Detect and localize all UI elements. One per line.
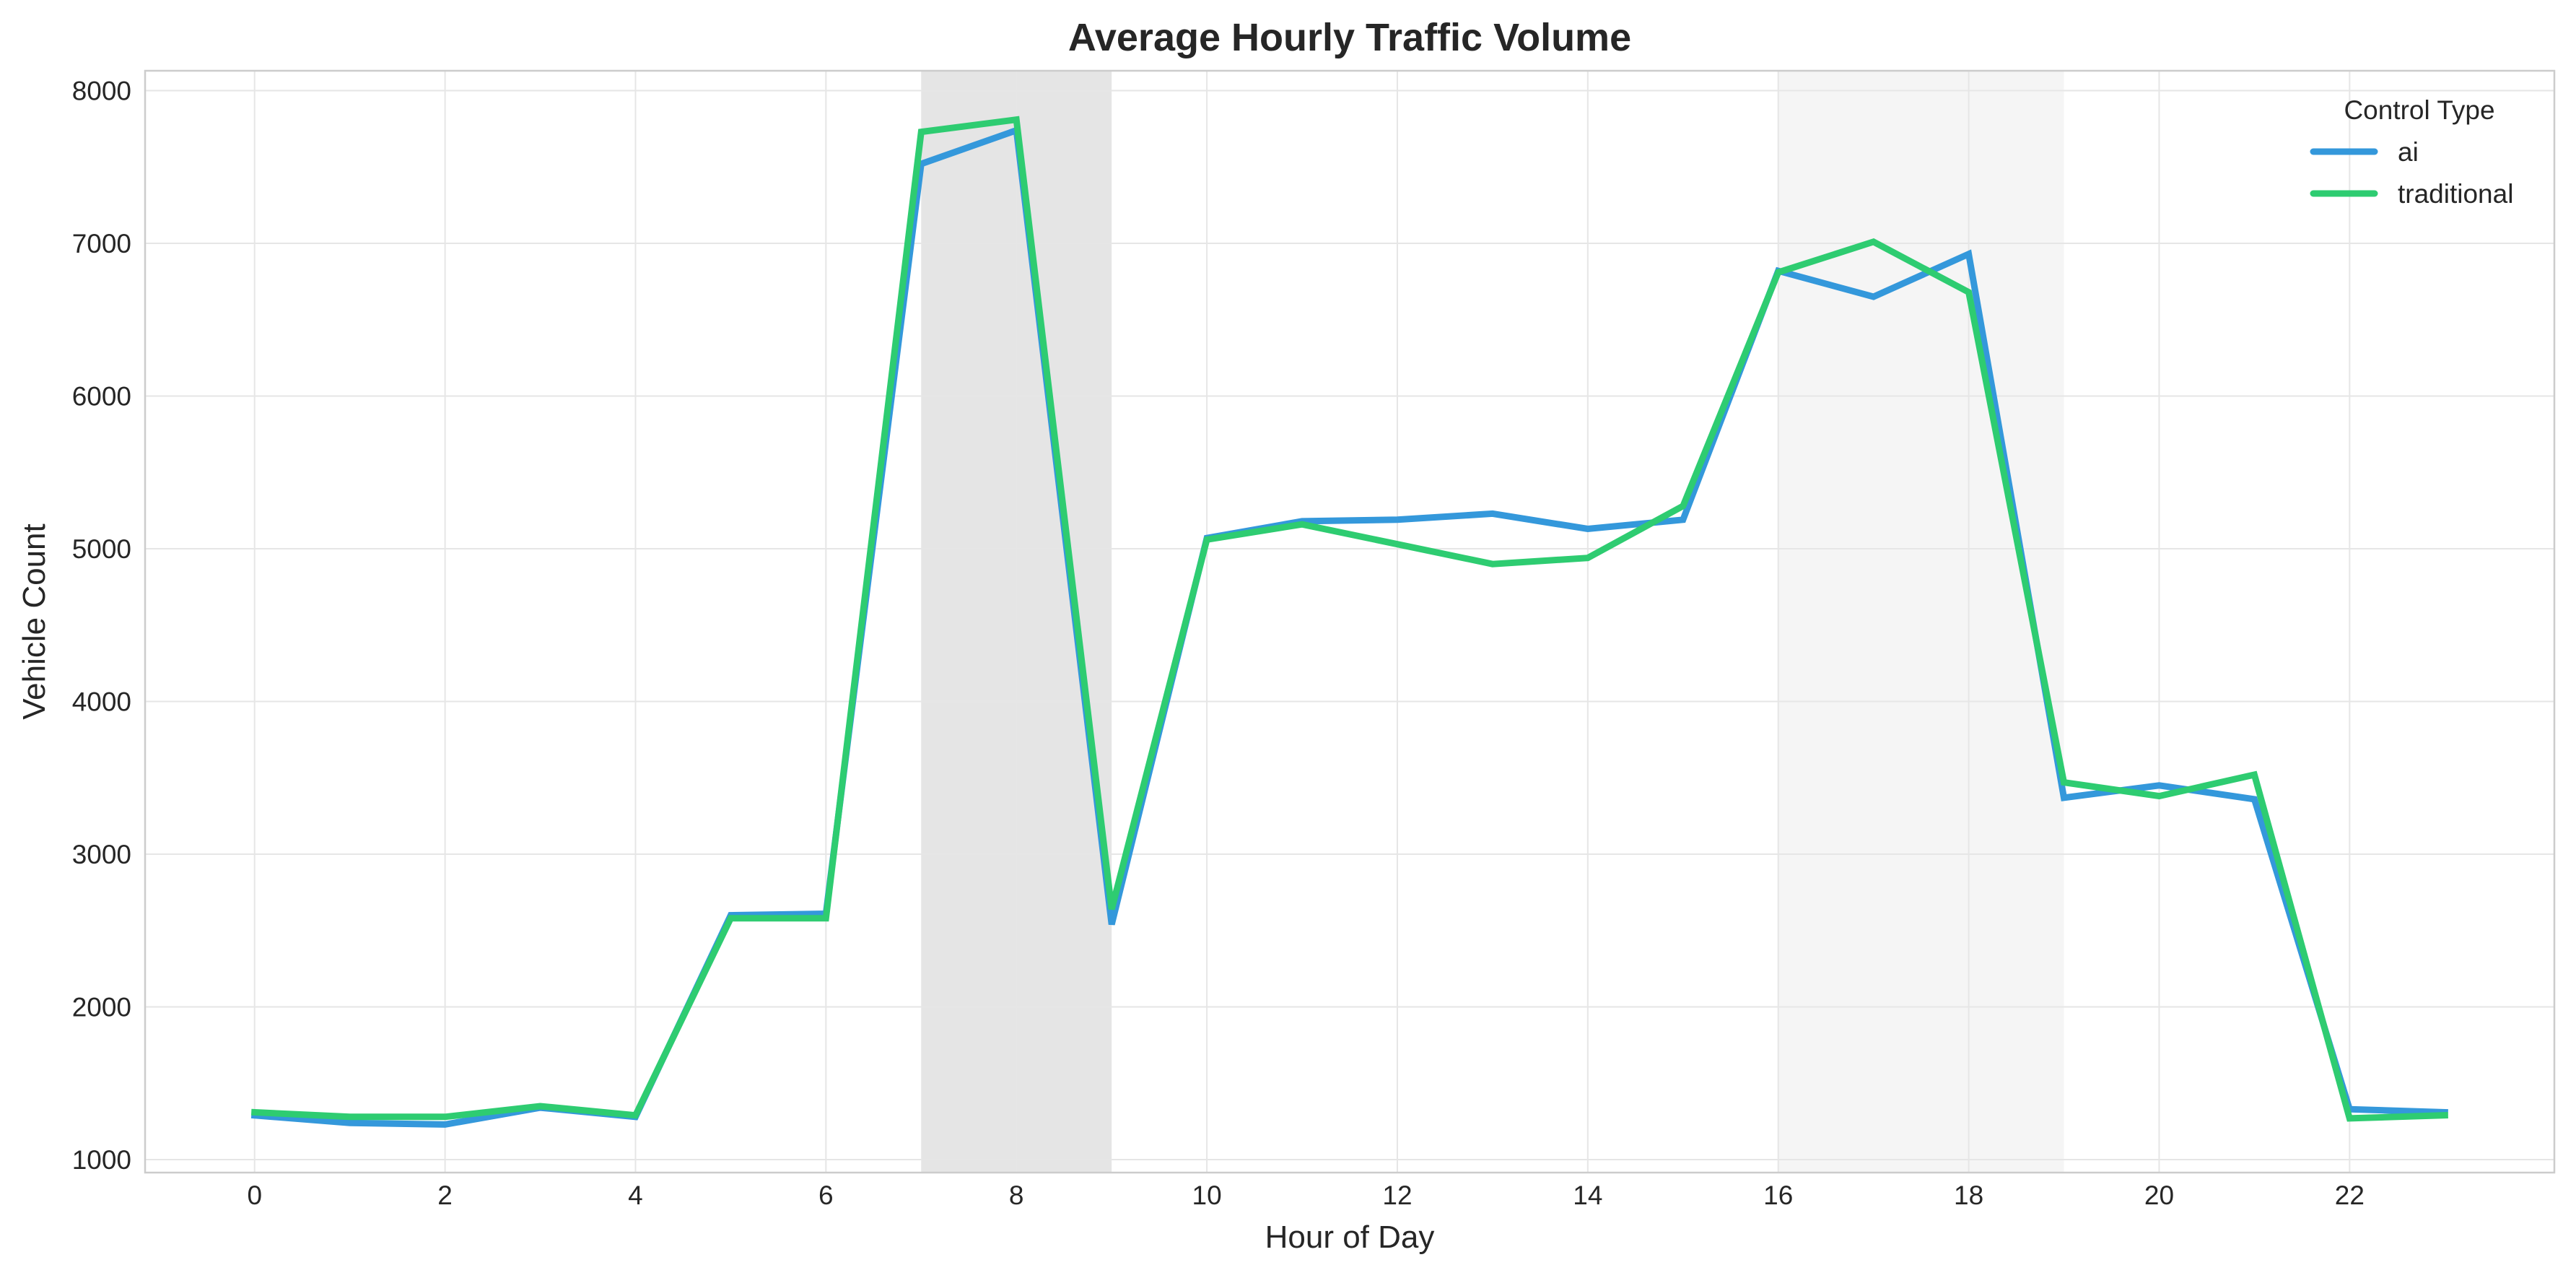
x-tick-label: 12 [1382,1181,1412,1210]
x-axis-label: Hour of Day [1265,1220,1435,1255]
x-tick-label: 8 [1009,1181,1024,1210]
x-tick-label: 4 [628,1181,643,1210]
series-line-traditional [250,116,2448,1122]
legend: Control Type ai traditional [2310,95,2513,209]
y-tick-label: 2000 [72,993,131,1022]
y-tick-label: 8000 [72,76,131,105]
y-tick-label: 4000 [72,687,131,717]
y-axis-label: Vehicle Count [17,523,52,720]
x-tick-label: 18 [1954,1181,1983,1210]
series-lines [250,116,2448,1128]
series-line-ai [250,126,2448,1128]
x-tick-label: 0 [247,1181,262,1210]
x-tick-label: 14 [1573,1181,1602,1210]
x-tick-label: 20 [2144,1181,2174,1210]
x-tick-label: 22 [2335,1181,2365,1210]
plot-frame [144,69,2556,1174]
x-tick-label: 6 [818,1181,834,1210]
y-axis-ticks: 1000 2000 3000 4000 5000 6000 7000 8000 [72,76,131,1175]
x-tick-label: 10 [1192,1181,1222,1210]
x-tick-label: 16 [1763,1181,1793,1210]
legend-label-ai: ai [2398,137,2419,167]
y-tick-label: 7000 [72,229,131,258]
y-tick-label: 5000 [72,534,131,564]
legend-title: Control Type [2344,95,2494,125]
chart-title: Average Hourly Traffic Volume [1068,16,1631,59]
x-tick-label: 2 [437,1181,453,1210]
y-tick-label: 6000 [72,382,131,412]
grid [145,71,2554,1173]
legend-label-traditional: traditional [2398,179,2513,209]
y-tick-label: 1000 [72,1145,131,1175]
y-tick-label: 3000 [72,840,131,869]
x-axis-ticks: 0 2 4 6 8 10 12 14 16 18 20 22 [247,1181,2364,1210]
